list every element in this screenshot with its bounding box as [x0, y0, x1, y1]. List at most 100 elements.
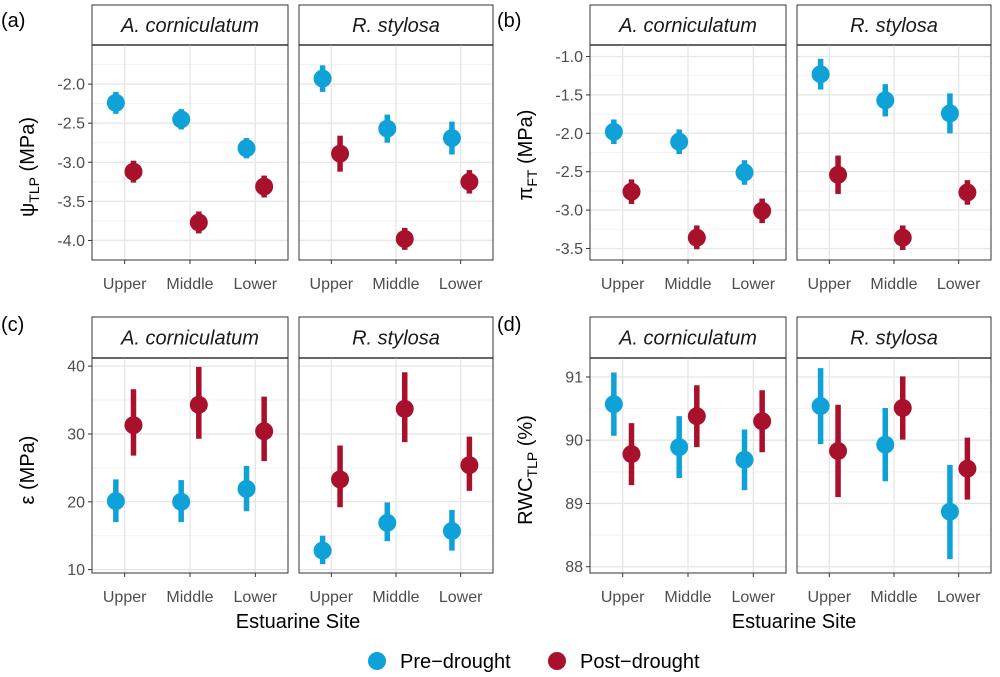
x-axis-title-left: Estuarine Site [236, 611, 361, 633]
facet-strip-box [91, 4, 289, 46]
data-point-pre [604, 122, 623, 141]
y-tick-label: -2.0 [555, 126, 583, 143]
facet-strip-box [796, 4, 992, 46]
facet: A. corniculatum Upper Middle Lower [589, 316, 787, 606]
y-tick-label: -2.5 [57, 116, 85, 133]
facet-plot-border [91, 357, 289, 574]
facet-strip-label: A. corniculatum [618, 15, 757, 37]
data-point-pre [378, 513, 397, 532]
data-point-post [460, 172, 479, 191]
x-tick-label: Middle [166, 589, 213, 606]
data-point-post [622, 445, 641, 464]
facet-plot-border [589, 44, 787, 261]
y-axis-title-unit: (%) [515, 415, 537, 452]
data-point-post [331, 144, 350, 163]
data-point-post [687, 407, 706, 426]
data-point-pre [106, 492, 125, 511]
y-axis-title: RWCTLP (%) [515, 415, 540, 525]
x-tick-label: Middle [664, 589, 711, 606]
y-tick-label: 30 [67, 426, 85, 443]
y-tick-label: -2.5 [555, 164, 583, 181]
y-tick-label: 20 [67, 494, 85, 511]
data-point-post [124, 162, 143, 181]
x-tick-label: Upper [310, 589, 354, 606]
facet: A. corniculatum Upper Middle Lower [91, 4, 289, 293]
data-point-pre [604, 395, 623, 414]
x-tick-label: Lower [732, 276, 776, 293]
x-tick-label: Middle [372, 589, 419, 606]
data-point-pre [811, 397, 830, 416]
facet-strip-box [589, 316, 787, 359]
facet-strip-label: R. stylosa [352, 328, 440, 350]
data-point-pre [313, 69, 332, 88]
data-point-post [255, 177, 274, 196]
facet: R. stylosa Upper Middle Lower [298, 4, 494, 293]
x-tick-label: Middle [870, 276, 917, 293]
y-axis-title-subscript: FT [524, 169, 540, 187]
data-point-pre [378, 119, 397, 138]
data-point-post [395, 229, 414, 248]
x-tick-label: Middle [166, 276, 213, 293]
data-point-post [829, 165, 848, 184]
y-axis-title-unit: (MPa) [17, 436, 39, 496]
data-point-pre [442, 521, 461, 540]
data-point-post [460, 456, 479, 475]
data-point-post [687, 228, 706, 247]
y-axis-title-main: ψ [17, 203, 39, 217]
legend-key-pre-drought [368, 652, 386, 670]
data-point-post [893, 228, 912, 247]
y-tick-label: -3.5 [57, 194, 85, 211]
data-point-post [958, 459, 977, 478]
chart-panel: (c) ε (MPa) 10 20 30 40 A. corniculatum Upper Mi… [1, 314, 494, 606]
legend-label-post-drought: Post−drought [580, 651, 700, 673]
y-axis-title: πFT (MPa) [515, 110, 540, 201]
y-axis-title: ε (MPa) [17, 436, 39, 505]
x-tick-label: Lower [439, 589, 483, 606]
y-tick-label: 40 [67, 359, 85, 376]
data-point-post [753, 412, 772, 431]
y-axis-title-unit: (MPa) [515, 110, 537, 170]
x-tick-label: Lower [732, 589, 776, 606]
data-point-post [622, 182, 641, 201]
chart-panel: (d) RWCTLP (%) 88 89 90 91 A. corniculatum Uppe… [497, 314, 992, 606]
facet-plot-border [298, 44, 494, 261]
x-tick-label: Lower [439, 276, 483, 293]
facet-plot-border [589, 357, 787, 574]
y-tick-label: 88 [565, 559, 583, 576]
facet: R. stylosa Upper Middle Lower [298, 316, 494, 606]
y-tick-label: -4.0 [57, 233, 85, 250]
y-tick-label: -1.5 [555, 87, 583, 104]
x-tick-label: Middle [870, 589, 917, 606]
y-axis-title-unit: (MPa) [17, 117, 39, 177]
x-tick-label: Upper [310, 276, 354, 293]
data-point-post [189, 395, 208, 414]
facet-strip-label: R. stylosa [352, 15, 440, 37]
facet-plot-border [796, 357, 992, 574]
x-tick-label: Upper [601, 589, 645, 606]
y-tick-label: 89 [565, 496, 583, 513]
data-point-pre [442, 129, 461, 148]
data-point-post [829, 441, 848, 460]
data-point-pre [811, 65, 830, 84]
y-tick-label: -2.0 [57, 77, 85, 94]
facet: A. corniculatum Upper Middle Lower [91, 316, 289, 606]
data-point-pre [940, 104, 959, 123]
facet-strip-box [91, 316, 289, 359]
data-point-post [893, 398, 912, 417]
data-point-pre [106, 93, 125, 112]
data-point-pre [876, 435, 895, 454]
data-point-post [255, 422, 274, 441]
y-axis-title-main: ε [17, 495, 39, 504]
x-axis-title-right: Estuarine Site [732, 611, 857, 633]
legend-label-pre-drought: Pre−drought [400, 651, 511, 673]
x-tick-label: Upper [103, 589, 147, 606]
x-tick-label: Upper [601, 276, 645, 293]
x-tick-label: Upper [103, 276, 147, 293]
y-tick-label: 91 [565, 369, 583, 386]
data-point-post [331, 470, 350, 489]
facet: R. stylosa Upper Middle Lower [796, 316, 992, 606]
y-tick-label: -3.0 [555, 203, 583, 220]
panels: (a)ψTLP (MPa)-2.0-2.5-3.0-3.5-4.0A. corn… [1, 4, 992, 606]
y-axis-title-main: RWC [515, 477, 537, 524]
